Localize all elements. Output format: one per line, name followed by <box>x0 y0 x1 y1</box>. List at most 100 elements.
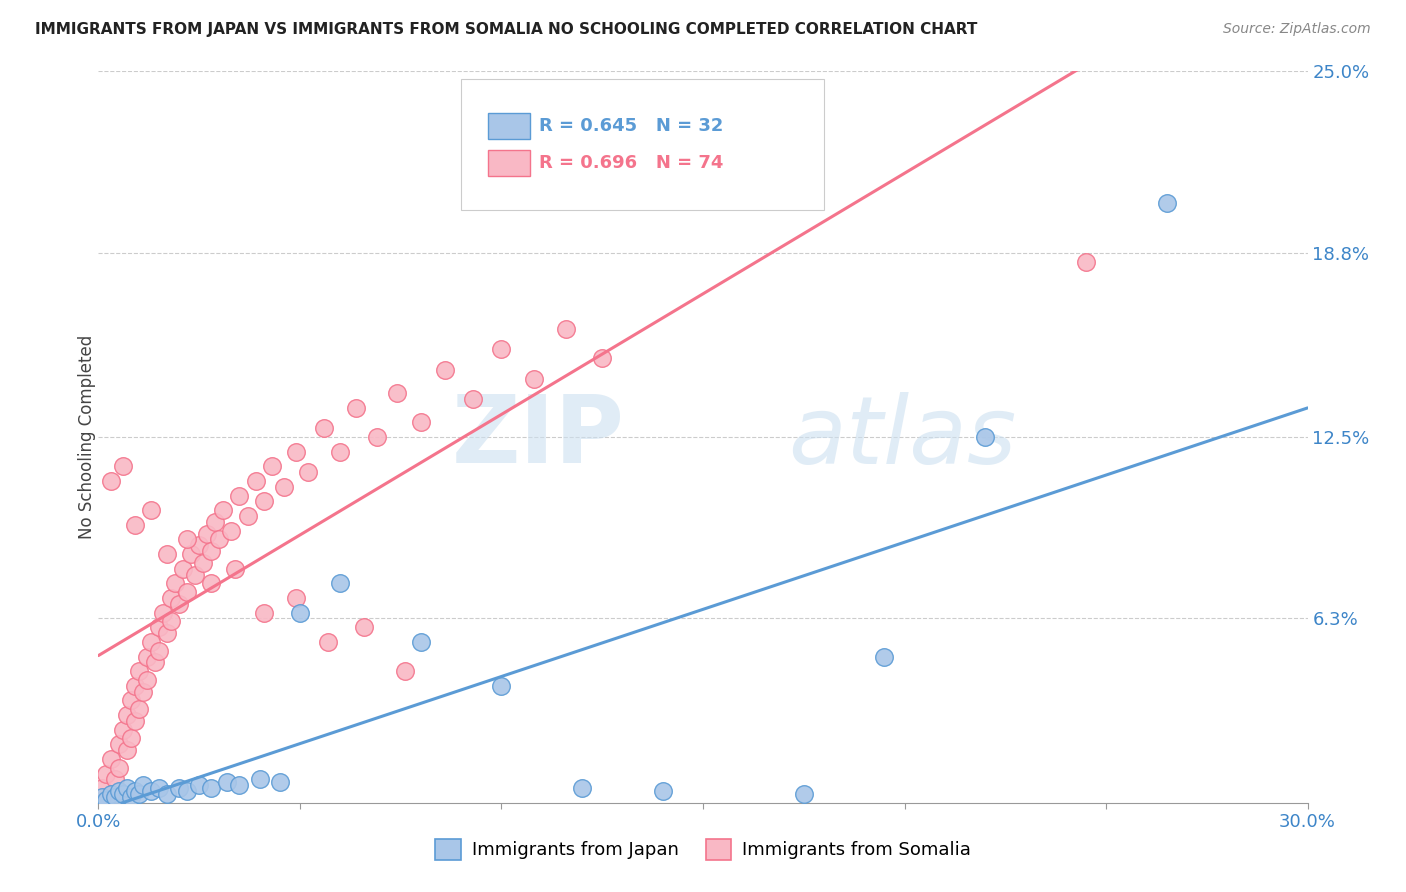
Point <box>394 664 416 678</box>
Point <box>103 772 125 787</box>
Point <box>111 723 134 737</box>
Point <box>115 743 138 757</box>
Point <box>120 693 142 707</box>
Point <box>111 787 134 801</box>
Point <box>260 459 283 474</box>
Point <box>124 714 146 728</box>
Point <box>409 416 432 430</box>
Point <box>156 547 179 561</box>
Point <box>156 787 179 801</box>
Text: R = 0.645   N = 32: R = 0.645 N = 32 <box>538 117 723 136</box>
Point <box>107 761 129 775</box>
Point <box>120 789 142 804</box>
Point <box>314 421 336 435</box>
Point <box>523 371 546 385</box>
Point <box>873 649 896 664</box>
Point <box>107 784 129 798</box>
Text: Source: ZipAtlas.com: Source: ZipAtlas.com <box>1223 22 1371 37</box>
Point <box>236 509 259 524</box>
Point <box>329 576 352 591</box>
Point <box>195 526 218 541</box>
Point <box>974 430 997 444</box>
Point <box>139 635 162 649</box>
Point <box>115 708 138 723</box>
Text: IMMIGRANTS FROM JAPAN VS IMMIGRANTS FROM SOMALIA NO SCHOOLING COMPLETED CORRELAT: IMMIGRANTS FROM JAPAN VS IMMIGRANTS FROM… <box>35 22 977 37</box>
Point <box>245 474 267 488</box>
Point <box>160 615 183 629</box>
Point <box>409 635 432 649</box>
Point <box>100 787 122 801</box>
Point <box>139 784 162 798</box>
Point <box>135 649 157 664</box>
Point <box>204 515 226 529</box>
Point <box>152 606 174 620</box>
Point <box>107 737 129 751</box>
FancyBboxPatch shape <box>488 113 530 139</box>
Point <box>228 489 250 503</box>
Point <box>132 778 155 792</box>
Point <box>188 778 211 792</box>
Point <box>124 517 146 532</box>
Point <box>385 386 408 401</box>
Point <box>96 793 118 807</box>
Point <box>172 562 194 576</box>
Point <box>297 465 319 479</box>
Point <box>176 585 198 599</box>
Point <box>132 684 155 698</box>
Point <box>148 643 170 657</box>
Point <box>253 606 276 620</box>
Point <box>224 562 246 576</box>
Point <box>793 787 815 801</box>
Point <box>96 766 118 780</box>
Point <box>160 591 183 605</box>
Point <box>128 664 150 678</box>
Point <box>124 784 146 798</box>
Point <box>103 789 125 804</box>
Point <box>344 401 367 415</box>
Point <box>491 679 513 693</box>
Point <box>651 784 673 798</box>
Point <box>200 576 222 591</box>
Point <box>91 789 114 804</box>
Point <box>148 781 170 796</box>
Point <box>128 702 150 716</box>
Point <box>353 620 375 634</box>
Point <box>167 597 190 611</box>
Legend: Immigrants from Japan, Immigrants from Somalia: Immigrants from Japan, Immigrants from S… <box>429 831 977 867</box>
Text: ZIP: ZIP <box>451 391 624 483</box>
Text: atlas: atlas <box>787 392 1017 483</box>
FancyBboxPatch shape <box>488 150 530 176</box>
Point <box>184 567 207 582</box>
Point <box>156 626 179 640</box>
Point <box>91 781 114 796</box>
FancyBboxPatch shape <box>461 78 824 211</box>
Point <box>208 533 231 547</box>
Point <box>124 679 146 693</box>
Point <box>555 322 578 336</box>
Point <box>212 503 235 517</box>
Point <box>200 781 222 796</box>
Point <box>228 778 250 792</box>
Point <box>100 474 122 488</box>
Point <box>434 363 457 377</box>
Point <box>491 343 513 357</box>
Point <box>128 787 150 801</box>
Point <box>269 775 291 789</box>
Point <box>571 781 593 796</box>
Point <box>100 752 122 766</box>
Point <box>329 444 352 458</box>
Point <box>316 635 339 649</box>
Point <box>115 781 138 796</box>
Point <box>221 524 243 538</box>
Point <box>284 444 307 458</box>
Y-axis label: No Schooling Completed: No Schooling Completed <box>79 335 96 539</box>
Point <box>120 731 142 746</box>
Point <box>143 656 166 670</box>
Point <box>463 392 485 406</box>
Point <box>193 556 215 570</box>
Point <box>148 620 170 634</box>
Point <box>111 459 134 474</box>
Point <box>284 591 307 605</box>
Point <box>200 544 222 558</box>
Point <box>135 673 157 687</box>
